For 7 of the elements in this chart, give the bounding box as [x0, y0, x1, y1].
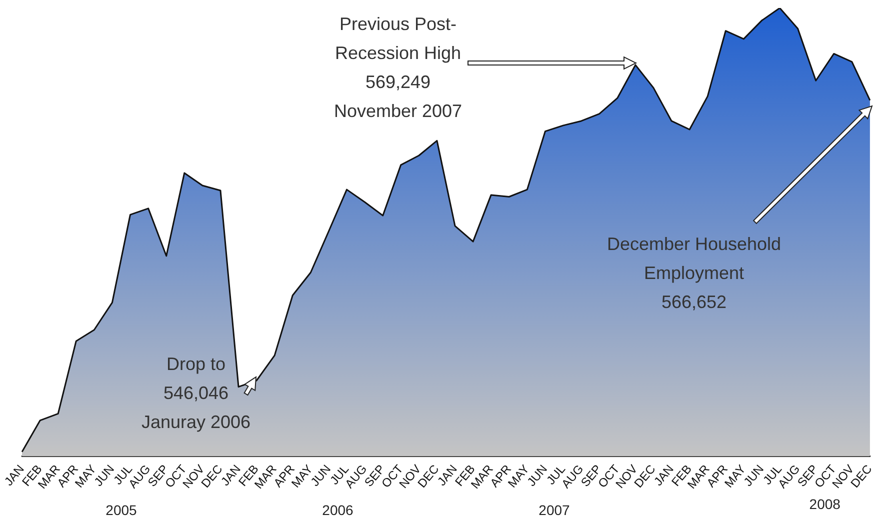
text: 2006 — [322, 502, 354, 518]
annotation: December Household Employment 566,652 — [606, 234, 782, 312]
annotation: Drop to 546,046 Januray 2006 — [141, 354, 251, 432]
text: 2005 — [106, 502, 138, 518]
annotation: Previous Post- Recession High 569,249 November 2007 — [334, 14, 462, 121]
text: 2007 — [538, 502, 570, 518]
text: 2008 — [809, 496, 841, 512]
